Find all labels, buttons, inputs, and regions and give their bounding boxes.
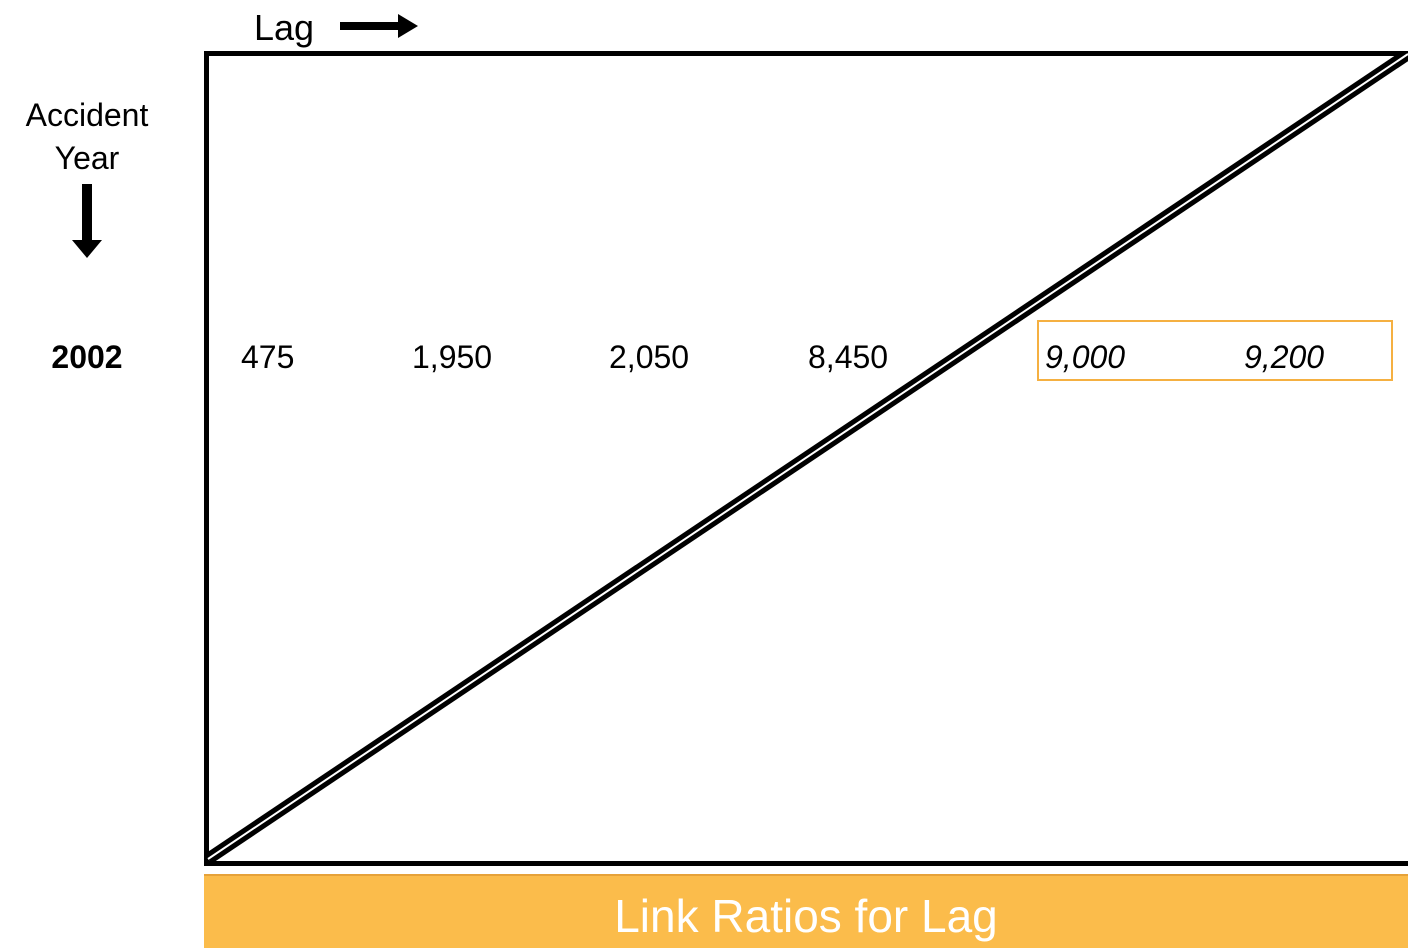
lag-value-3: 2,050 [609, 339, 690, 375]
accident-year-line-2: Year [54, 140, 120, 176]
projected-value-1: 9,000 [1045, 339, 1126, 375]
down-arrow-icon [72, 184, 102, 258]
accident-year-label: Accident Year [8, 94, 166, 180]
development-triangle-frame [204, 51, 1408, 866]
lag-value-2: 1,950 [412, 339, 493, 375]
lag-value-1: 475 [241, 339, 295, 375]
lag-label: Lag [254, 7, 315, 48]
projected-values-highlight [1037, 320, 1393, 381]
lag-value-4: 8,450 [808, 339, 889, 375]
projected-value-2: 9,200 [1244, 339, 1325, 375]
diagonal-line-inner [207, 53, 1408, 860]
frame-border [204, 51, 1408, 866]
footer-banner: Link Ratios for Lag [204, 874, 1408, 948]
right-arrow-icon [340, 14, 418, 38]
footer-title: Link Ratios for Lag [614, 890, 998, 942]
accident-year-2002: 2002 [51, 339, 123, 375]
accident-year-line-1: Accident [25, 97, 149, 133]
